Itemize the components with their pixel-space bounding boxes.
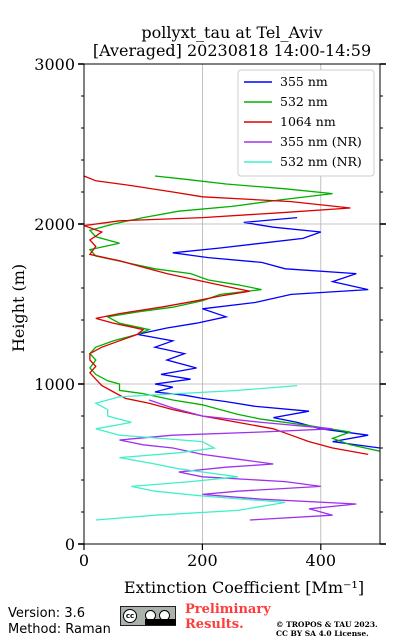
copyright-line1: © TROPOS & TAU 2023.	[276, 620, 378, 629]
legend-label: 355 nm (NR)	[280, 134, 362, 149]
series-line-0	[137, 216, 380, 449]
y-tick-label: 3000	[34, 55, 75, 74]
copyright-line2: CC BY SA 4.0 License.	[276, 629, 369, 638]
chart-title-line2: [Averaged] 20230818 14:00-14:59	[92, 41, 372, 60]
legend-label: 355 nm	[280, 74, 328, 89]
x-tick-label: 200	[187, 551, 218, 570]
y-axis-label: Height (m)	[9, 264, 28, 352]
y-tick-label: 0	[65, 535, 75, 554]
series-line-3	[119, 399, 357, 521]
series-line-1	[88, 175, 380, 452]
method-label: Method: Raman	[8, 622, 111, 637]
copyright-notice: © TROPOS & TAU 2023. CC BY SA 4.0 Licens…	[276, 620, 378, 638]
version-label: Version: 3.6	[8, 606, 85, 621]
y-tick-label: 1000	[34, 375, 75, 394]
preliminary-results-notice: Preliminary Results.	[185, 602, 271, 632]
x-tick-label: 400	[306, 551, 337, 570]
legend-label: 532 nm (NR)	[280, 154, 362, 169]
preliminary-line1: Preliminary	[185, 602, 271, 617]
cc-icon: cc	[123, 609, 137, 623]
legend-label: 532 nm	[280, 94, 328, 109]
badge-strip	[145, 619, 176, 625]
plot-frame	[83, 63, 381, 545]
x-tick-label: 0	[79, 551, 89, 570]
y-tick-label: 2000	[34, 215, 75, 234]
series-line-4	[94, 384, 298, 521]
series-group	[84, 175, 380, 521]
chart-title-line1: pollyxt_tau at Tel_Aviv	[141, 23, 323, 42]
legend-box	[237, 69, 375, 177]
cc-license-badge: cc	[120, 606, 176, 626]
x-axis-label: Extinction Coefficient [Mm⁻¹]	[124, 578, 364, 597]
preliminary-line2: Results.	[185, 617, 244, 632]
series-line-2	[84, 175, 369, 456]
legend-label: 1064 nm	[280, 114, 336, 129]
